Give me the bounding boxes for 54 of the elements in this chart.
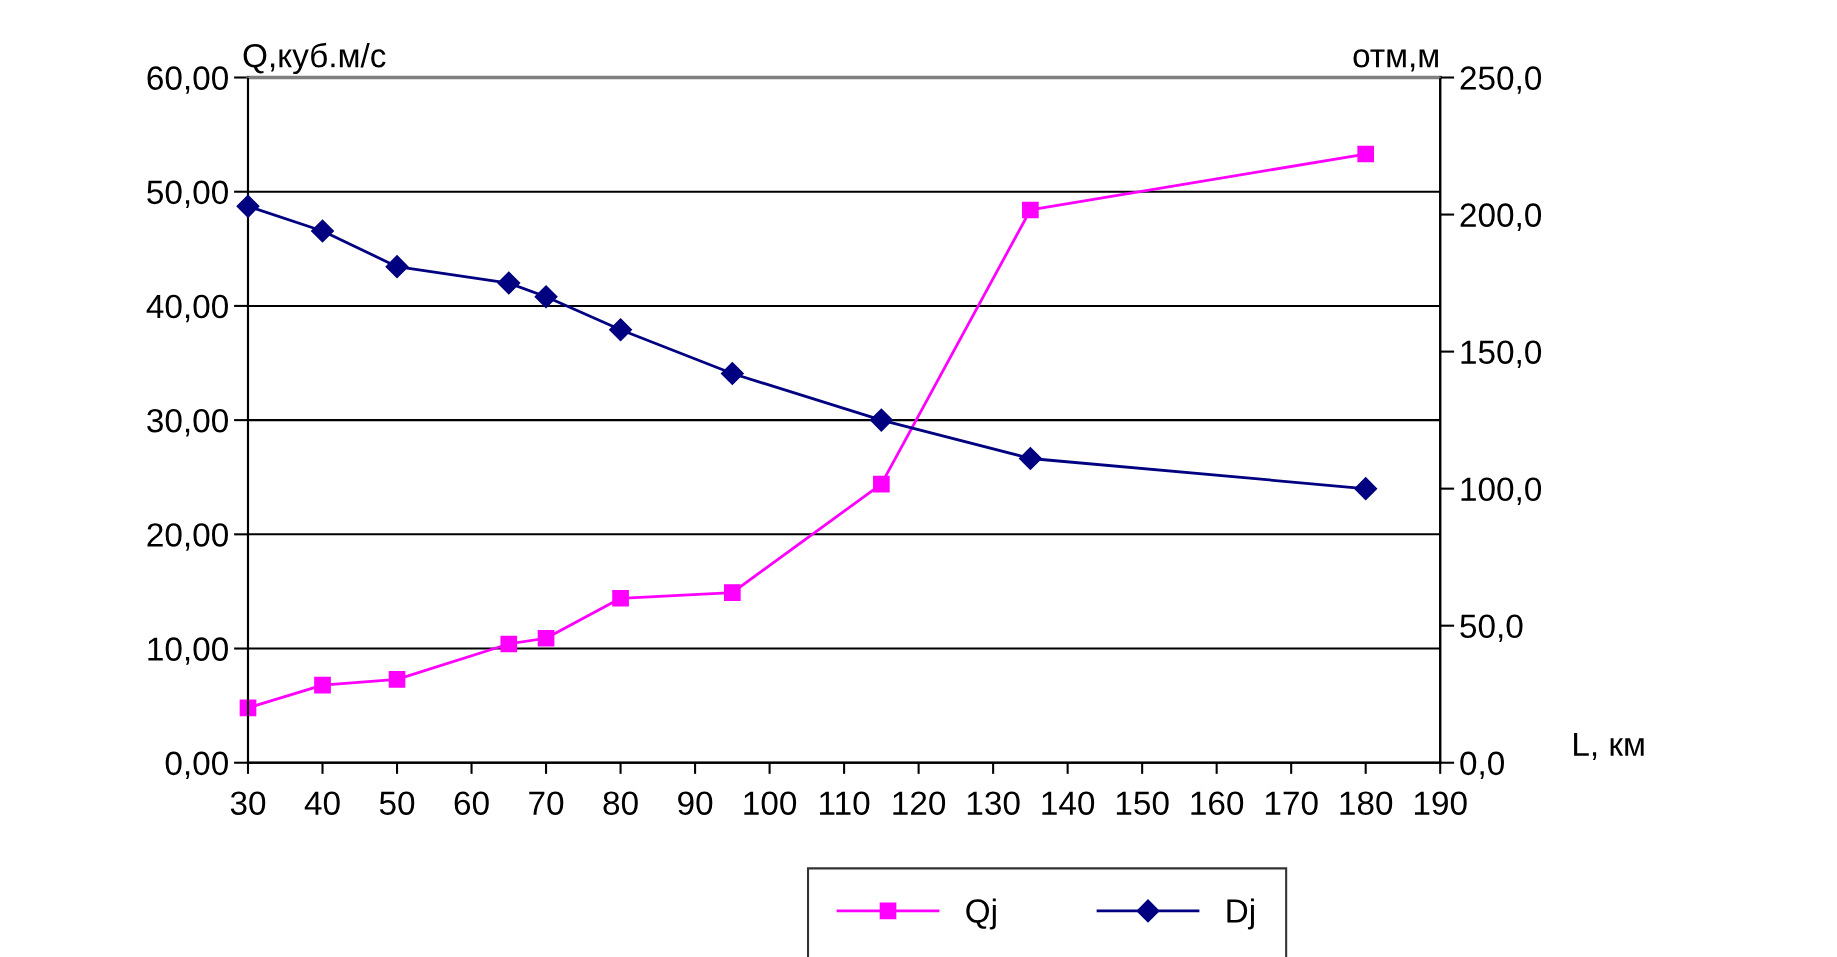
y-tick-label: 20,00 [147,523,228,551]
x-tick-label: 180 [1340,791,1393,815]
x-tick-label: 30 [230,791,266,815]
x-tick-label: 110 [820,791,870,815]
x-tick-label: 90 [678,791,713,815]
y-axis-title: Q,куб.м/с [243,42,386,75]
legend-label: Qj [966,898,996,930]
point [869,408,893,432]
y2-tick-label: 100,0 [1461,477,1542,505]
point [1354,477,1378,501]
x-tick-label: 170 [1265,791,1318,815]
x-tick-label: 130 [967,791,1020,815]
point [723,584,741,601]
point [534,285,558,309]
point [1018,446,1042,470]
x-tick-label: 60 [454,791,489,815]
point [385,255,409,279]
y2-tick-label: 150,0 [1461,340,1542,368]
point [609,318,633,342]
point [720,362,744,386]
point [314,676,331,694]
point [497,271,521,295]
x-tick-label: 70 [529,791,564,815]
y-tick-label: 60,00 [147,66,228,94]
legend-label: Dj [1227,898,1254,930]
x-axis-title: L, км [1574,732,1644,761]
point [236,194,260,218]
point [1357,145,1375,163]
point [311,219,335,243]
point [873,475,890,493]
y-tick-label: 0,00 [165,751,228,780]
x-tick-label: 120 [893,791,946,815]
y2-tick-label: 0,0 [1460,751,1504,780]
y-tick-label: 40,00 [146,294,228,323]
x-tick-label: 80 [603,791,638,815]
x-tick-label: 160 [1191,791,1244,815]
x-tick-label: 50 [379,791,415,815]
x-tick-label: 190 [1414,791,1467,815]
point [537,629,555,647]
point [612,589,629,607]
x-tick-label: 140 [1042,791,1095,815]
x-tick-label: 100 [744,791,797,815]
y2-tick-label: 250,0 [1460,66,1542,94]
point [388,671,406,688]
y2-axis-title: отм,м [1353,49,1438,72]
y2-tick-label: 200,0 [1460,203,1542,231]
x-tick-label: 40 [304,791,340,815]
y-tick-label: 10,00 [148,637,228,665]
y-tick-label: 30,00 [147,408,228,437]
point [500,635,518,653]
y-tick-label: 50,00 [147,180,228,209]
x-tick-label: 150 [1116,791,1169,815]
y2-tick-label: 50,0 [1460,614,1523,643]
point [1022,201,1039,219]
